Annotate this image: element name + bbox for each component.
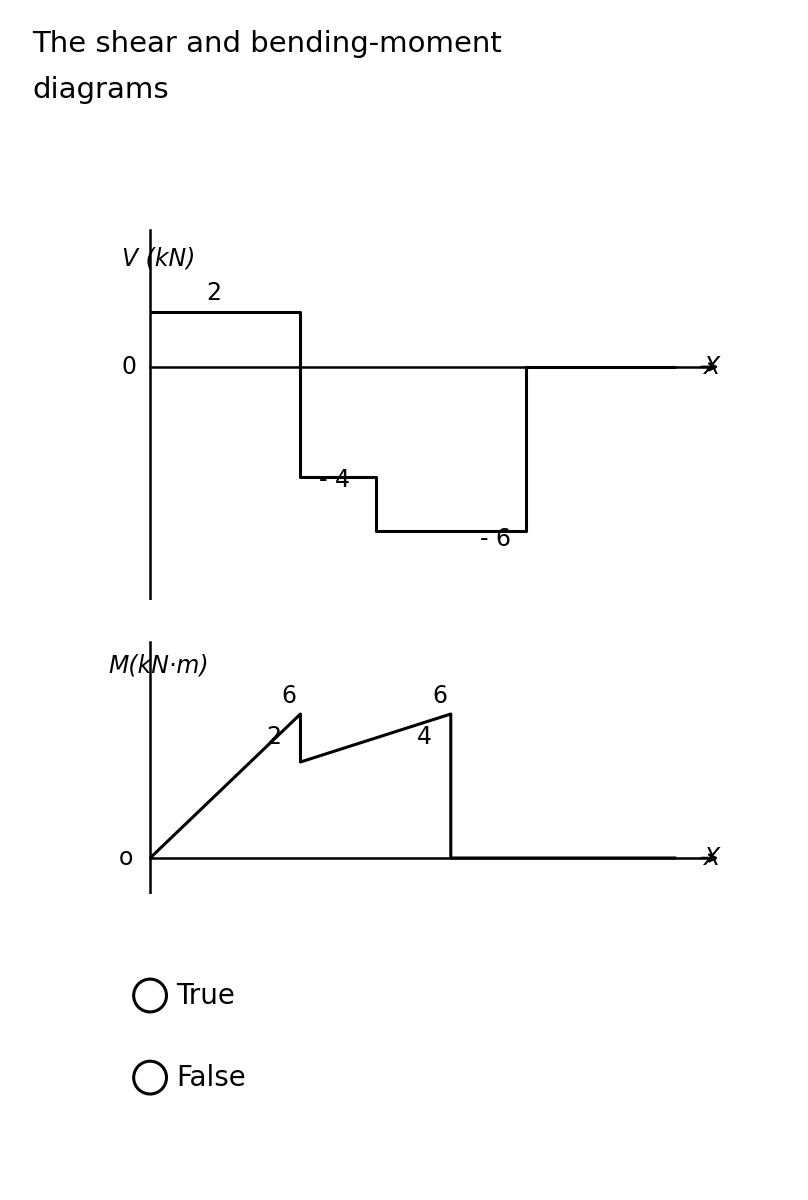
Text: diagrams: diagrams [32, 76, 169, 103]
Text: 6: 6 [282, 684, 297, 708]
Text: The shear and bending-moment: The shear and bending-moment [32, 30, 503, 58]
Text: 2: 2 [267, 725, 282, 749]
Text: True: True [176, 982, 235, 1009]
Text: V (kN): V (kN) [121, 247, 195, 271]
Text: 2: 2 [207, 281, 221, 305]
Text: M(kN·m): M(kN·m) [109, 654, 209, 678]
Text: X: X [703, 846, 718, 870]
Text: 0: 0 [121, 355, 137, 379]
Text: 6: 6 [432, 684, 447, 708]
Text: - 6: - 6 [481, 527, 511, 551]
Text: X: X [703, 355, 718, 379]
Text: - 4: - 4 [319, 468, 350, 492]
Text: False: False [176, 1063, 246, 1092]
Text: o: o [119, 846, 133, 870]
Text: 4: 4 [417, 725, 432, 749]
